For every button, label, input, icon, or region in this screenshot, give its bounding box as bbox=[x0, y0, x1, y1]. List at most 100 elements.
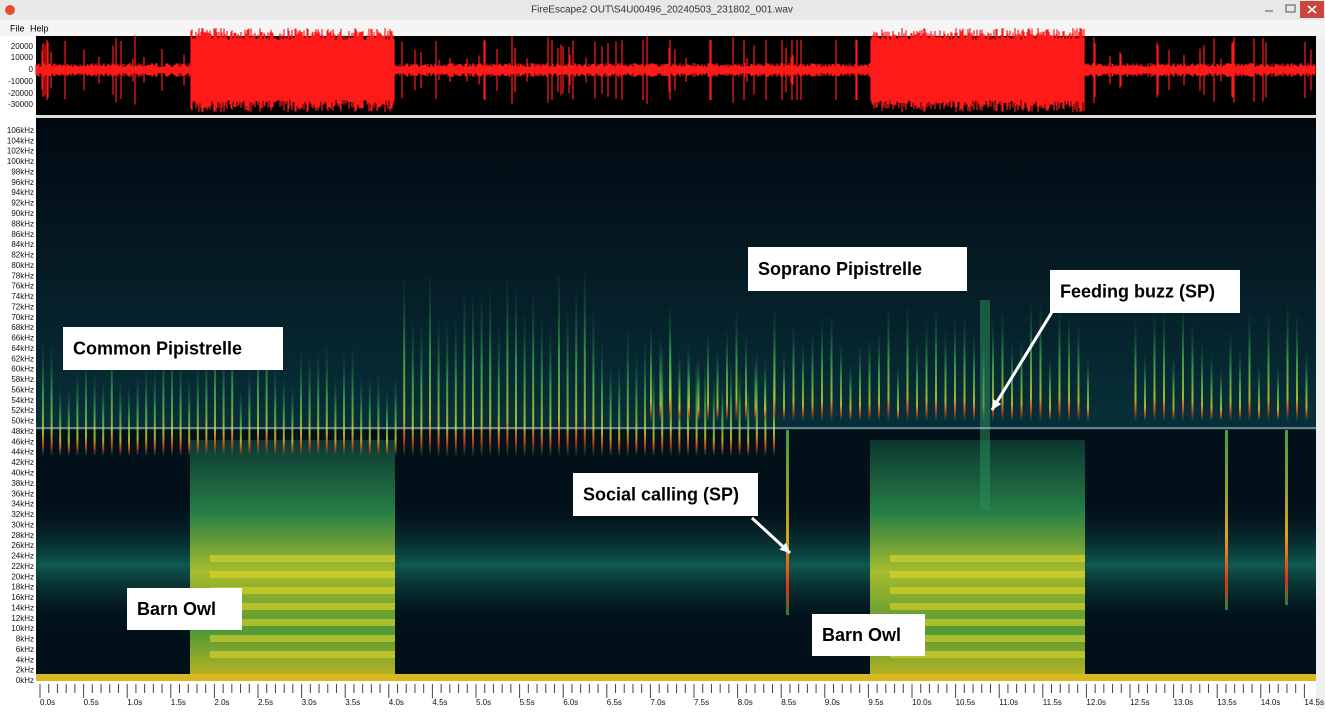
time-label: 0.5s bbox=[84, 698, 99, 707]
time-label: 8.5s bbox=[781, 698, 796, 707]
pipistrelle-call bbox=[1078, 326, 1080, 420]
time-label: 2.5s bbox=[258, 698, 273, 707]
pipistrelle-call bbox=[369, 378, 371, 455]
window-title: FireEscape2 OUT\S4U00496_20240503_231802… bbox=[531, 5, 793, 16]
frequency-label: 60kHz bbox=[11, 365, 34, 374]
pipistrelle-call bbox=[679, 360, 681, 420]
pipistrelle-call bbox=[59, 387, 61, 455]
frequency-label: 76kHz bbox=[11, 282, 34, 291]
frequency-label: 78kHz bbox=[11, 271, 34, 280]
pipistrelle-call bbox=[119, 382, 121, 455]
frequency-label: 92kHz bbox=[11, 199, 34, 208]
frequency-label: 18kHz bbox=[11, 583, 34, 592]
frequency-label: 84kHz bbox=[11, 240, 34, 249]
pipistrelle-call bbox=[94, 374, 96, 455]
pipistrelle-call bbox=[1049, 357, 1051, 420]
pipistrelle-call bbox=[481, 294, 483, 455]
time-label: 1.5s bbox=[171, 698, 186, 707]
pipistrelle-call bbox=[489, 291, 491, 455]
pipistrelle-call bbox=[869, 339, 871, 420]
pipistrelle-call bbox=[1059, 310, 1061, 420]
pipistrelle-call bbox=[1249, 313, 1251, 420]
frequency-label: 20kHz bbox=[11, 572, 34, 581]
frequency-label: 44kHz bbox=[11, 448, 34, 457]
pipistrelle-call bbox=[831, 316, 833, 420]
pipistrelle-call bbox=[85, 358, 87, 455]
pipistrelle-call bbox=[472, 297, 474, 455]
frequency-label: 46kHz bbox=[11, 437, 34, 446]
frequency-label: 4kHz bbox=[16, 655, 34, 664]
pipistrelle-call bbox=[1011, 344, 1013, 420]
pipistrelle-call bbox=[188, 378, 190, 455]
pipistrelle-call bbox=[420, 325, 422, 455]
frequency-label: 104kHz bbox=[7, 136, 34, 145]
pipistrelle-call bbox=[916, 345, 918, 420]
pipistrelle-call bbox=[888, 308, 890, 420]
frequency-label: 54kHz bbox=[11, 396, 34, 405]
frequency-label: 22kHz bbox=[11, 562, 34, 571]
time-label: 13.0s bbox=[1174, 698, 1194, 707]
frequency-label: 16kHz bbox=[11, 593, 34, 602]
pipistrelle-call bbox=[1002, 314, 1004, 420]
pipistrelle-call bbox=[669, 306, 671, 420]
harmonic-stripe bbox=[210, 651, 395, 658]
pipistrelle-call bbox=[1144, 355, 1146, 420]
pipistrelle-call bbox=[446, 324, 448, 455]
frequency-label: 102kHz bbox=[7, 147, 34, 156]
pipistrelle-call bbox=[1173, 356, 1175, 420]
harmonic-stripe bbox=[210, 635, 395, 642]
pipistrelle-call bbox=[1163, 315, 1165, 420]
pipistrelle-call bbox=[515, 290, 517, 455]
pipistrelle-call bbox=[935, 312, 937, 420]
harmonic-stripe bbox=[210, 555, 395, 562]
time-label: 9.5s bbox=[868, 698, 883, 707]
frequency-label: 38kHz bbox=[11, 479, 34, 488]
harmonic-stripe bbox=[890, 571, 1085, 578]
pipistrelle-call bbox=[102, 381, 104, 455]
pipistrelle-call bbox=[455, 322, 457, 455]
pipistrelle-call bbox=[1230, 332, 1232, 420]
harmonic-stripe bbox=[890, 603, 1085, 610]
pipistrelle-call bbox=[584, 270, 586, 455]
frequency-label: 0kHz bbox=[16, 676, 34, 685]
pipistrelle-call bbox=[897, 366, 899, 420]
pipistrelle-call bbox=[137, 375, 139, 455]
pipistrelle-call bbox=[747, 385, 749, 455]
annotation-label: Barn Owl bbox=[137, 599, 216, 619]
pipistrelle-call bbox=[386, 390, 388, 455]
pipistrelle-call bbox=[635, 354, 637, 455]
pipistrelle-call bbox=[1135, 320, 1137, 420]
pipistrelle-call bbox=[128, 386, 130, 455]
pipistrelle-call bbox=[1211, 356, 1213, 420]
social-call bbox=[1285, 430, 1288, 605]
pipistrelle-call bbox=[283, 377, 285, 455]
scrollbar[interactable] bbox=[1316, 36, 1325, 709]
pipistrelle-call bbox=[783, 353, 785, 420]
pipistrelle-call bbox=[1068, 318, 1070, 420]
time-label: 13.5s bbox=[1217, 698, 1237, 707]
menu-item[interactable]: File bbox=[10, 23, 25, 33]
frequency-label: 62kHz bbox=[11, 354, 34, 363]
time-label: 0.0s bbox=[40, 698, 55, 707]
pipistrelle-call bbox=[1040, 307, 1042, 420]
menu-item[interactable]: Help bbox=[30, 23, 49, 33]
frequency-label: 36kHz bbox=[11, 489, 34, 498]
pipistrelle-call bbox=[541, 320, 543, 455]
time-label: 10.5s bbox=[956, 698, 976, 707]
frequency-label: 82kHz bbox=[11, 251, 34, 260]
pipistrelle-call bbox=[567, 313, 569, 455]
frequency-label: 34kHz bbox=[11, 500, 34, 509]
time-label: 14.5s bbox=[1304, 698, 1324, 707]
pipistrelle-call bbox=[726, 332, 728, 420]
pipistrelle-call bbox=[317, 352, 319, 455]
pipistrelle-call bbox=[76, 371, 78, 455]
pipistrelle-call bbox=[739, 368, 741, 455]
pipistrelle-call bbox=[360, 378, 362, 455]
pipistrelle-call bbox=[326, 347, 328, 455]
time-label: 8.0s bbox=[738, 698, 753, 707]
time-label: 14.0s bbox=[1261, 698, 1281, 707]
pipistrelle-call bbox=[730, 364, 732, 455]
pipistrelle-call bbox=[1258, 366, 1260, 420]
frequency-label: 14kHz bbox=[11, 603, 34, 612]
frequency-label: 10kHz bbox=[11, 624, 34, 633]
